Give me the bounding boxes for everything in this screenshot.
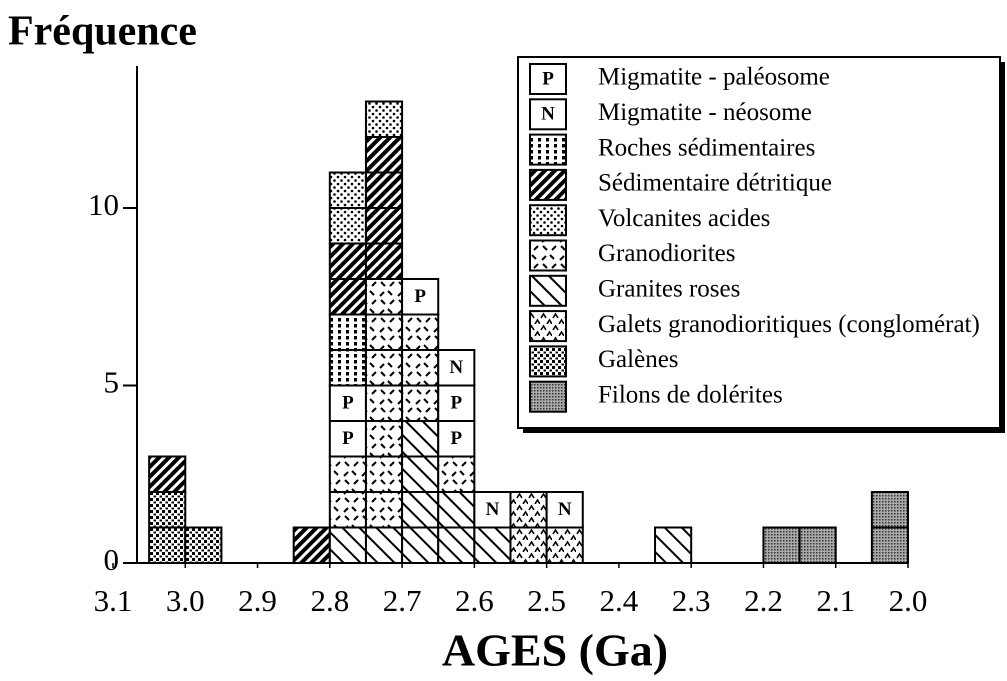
bar [148, 455, 187, 493]
legend-swatch [529, 133, 567, 166]
legend-swatch [529, 98, 567, 131]
bar [328, 526, 367, 564]
legend: P Migmatite - paléosome N Migmatite - néoso… [517, 56, 1005, 433]
bar [292, 526, 331, 564]
x-axis-label: AGES (Ga) [442, 625, 668, 676]
x-tick-label: 2.0 [889, 583, 928, 618]
x-tick-label: 2.7 [383, 583, 422, 618]
bar [798, 526, 837, 564]
legend-box [517, 56, 1001, 429]
x-tick-label: 3.0 [166, 583, 205, 618]
cell-symbol: N [486, 499, 500, 520]
legend-swatch [529, 204, 567, 237]
legend-symbol: P [542, 68, 554, 89]
legend-label: Sédimentaire détritique [598, 170, 832, 197]
legend-swatch [529, 345, 567, 378]
y-tick-label: 5 [104, 365, 120, 400]
legend-label: Roches sédimentaires [598, 134, 815, 161]
cell-symbol: P [450, 428, 462, 449]
bar [762, 526, 801, 564]
legend-swatch [529, 274, 567, 307]
x-tick-label: 2.8 [310, 583, 349, 618]
bar [654, 526, 693, 564]
bar [364, 100, 404, 138]
bar [545, 491, 584, 529]
cell-symbol: P [342, 428, 354, 449]
x-tick-label: 2.5 [527, 583, 566, 618]
legend-label: Migmatite - néosome [598, 99, 812, 126]
x-tick-label: 2.4 [600, 583, 639, 618]
cell-symbol: P [414, 286, 426, 307]
cell-symbol: N [558, 499, 572, 520]
legend-label: Volcanites acides [598, 205, 770, 232]
x-tick-label: 2.6 [455, 583, 494, 618]
x-tick-label: 2.9 [238, 583, 277, 618]
bar [184, 526, 223, 564]
bar [473, 526, 512, 564]
legend-label: Granites roses [598, 276, 740, 303]
x-tick-label: 2.1 [816, 583, 855, 618]
legend-label: Migmatite - paléosome [598, 64, 830, 91]
y-tick-label: 10 [88, 187, 119, 222]
cell-symbol: P [450, 393, 462, 414]
legend-swatch [529, 310, 567, 343]
x-tick-label: 2.3 [672, 583, 711, 618]
legend-label: Galènes [598, 346, 679, 373]
legend-swatch [529, 239, 567, 272]
bar [401, 313, 440, 422]
x-tick-label: 3.1 [94, 583, 133, 618]
legend-label: Filons de dolérites [598, 381, 783, 408]
x-tick-label: 2.2 [744, 583, 783, 618]
cell-symbol: N [449, 357, 463, 378]
bar [437, 349, 476, 387]
bar [473, 491, 512, 529]
bar [364, 526, 404, 564]
bar [364, 278, 404, 529]
legend-label: Granodiorites [598, 240, 735, 267]
bar [401, 278, 440, 316]
bar [545, 526, 584, 564]
cell-symbol: P [342, 393, 354, 414]
legend-swatch [529, 168, 567, 201]
legend-symbol: N [541, 104, 555, 125]
legend-swatch [529, 63, 567, 95]
y-tick-label: 0 [104, 542, 120, 577]
legend-label: Galets granodioritiques (conglomérat) [598, 311, 980, 338]
bar [437, 455, 476, 493]
legend-swatch [529, 380, 567, 413]
y-axis-label: Fréquence [8, 9, 197, 55]
